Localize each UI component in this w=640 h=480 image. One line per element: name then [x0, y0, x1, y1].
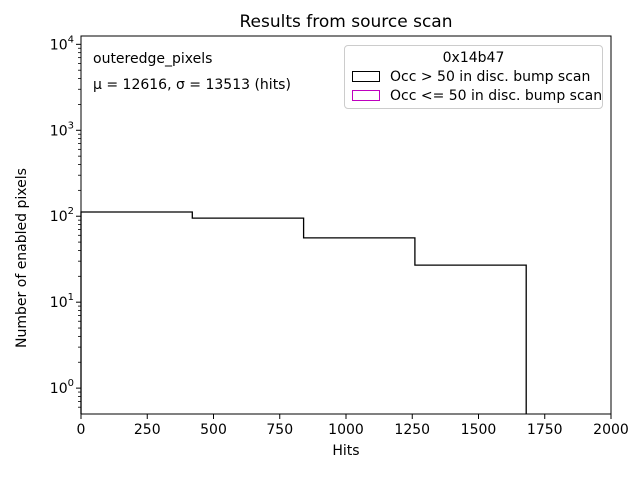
- x-tick-label: 750: [266, 422, 293, 438]
- x-tick-label: 0: [77, 422, 86, 438]
- legend-entries: Occ > 50 in disc. bump scan Occ <= 50 in …: [345, 67, 602, 105]
- legend-entry-label: Occ > 50 in disc. bump scan: [390, 68, 591, 85]
- y-tick-label: 104: [50, 34, 74, 53]
- x-axis-label: Hits: [332, 443, 360, 459]
- x-tick-label: 250: [134, 422, 161, 438]
- x-tick-label: 1250: [394, 422, 430, 438]
- y-axis-label: Number of enabled pixels: [14, 168, 30, 348]
- legend-box: 0x14b47 Occ > 50 in disc. bump scan Occ <…: [344, 45, 603, 109]
- stats-module-name: outeredge_pixels: [93, 51, 213, 67]
- stats-mu-sigma: μ = 12616, σ = 13513 (hits): [93, 77, 291, 93]
- legend-swatch-icon: [352, 71, 380, 82]
- stats-annotation: outeredge_pixels μ = 12616, σ = 13513 (h…: [93, 46, 291, 98]
- x-tick-label: 1000: [328, 422, 364, 438]
- y-tick-label: 102: [50, 206, 74, 225]
- histogram-line-0: [80, 211, 527, 414]
- x-tick-label: 500: [200, 422, 227, 438]
- legend-entry: Occ <= 50 in disc. bump scan: [345, 86, 602, 105]
- chart-title: Results from source scan: [239, 12, 453, 32]
- legend-entry: Occ > 50 in disc. bump scan: [345, 67, 602, 86]
- y-tick-label: 100: [50, 378, 74, 397]
- y-tick-label: 103: [50, 120, 74, 139]
- x-tick-label: 2000: [593, 422, 629, 438]
- y-tick-label: 101: [50, 292, 74, 311]
- x-tick-label: 1750: [527, 422, 563, 438]
- legend-title: 0x14b47: [442, 50, 505, 66]
- x-tick-label: 1500: [461, 422, 497, 438]
- legend-entry-label: Occ <= 50 in disc. bump scan: [390, 87, 603, 104]
- legend-swatch-icon: [352, 90, 380, 101]
